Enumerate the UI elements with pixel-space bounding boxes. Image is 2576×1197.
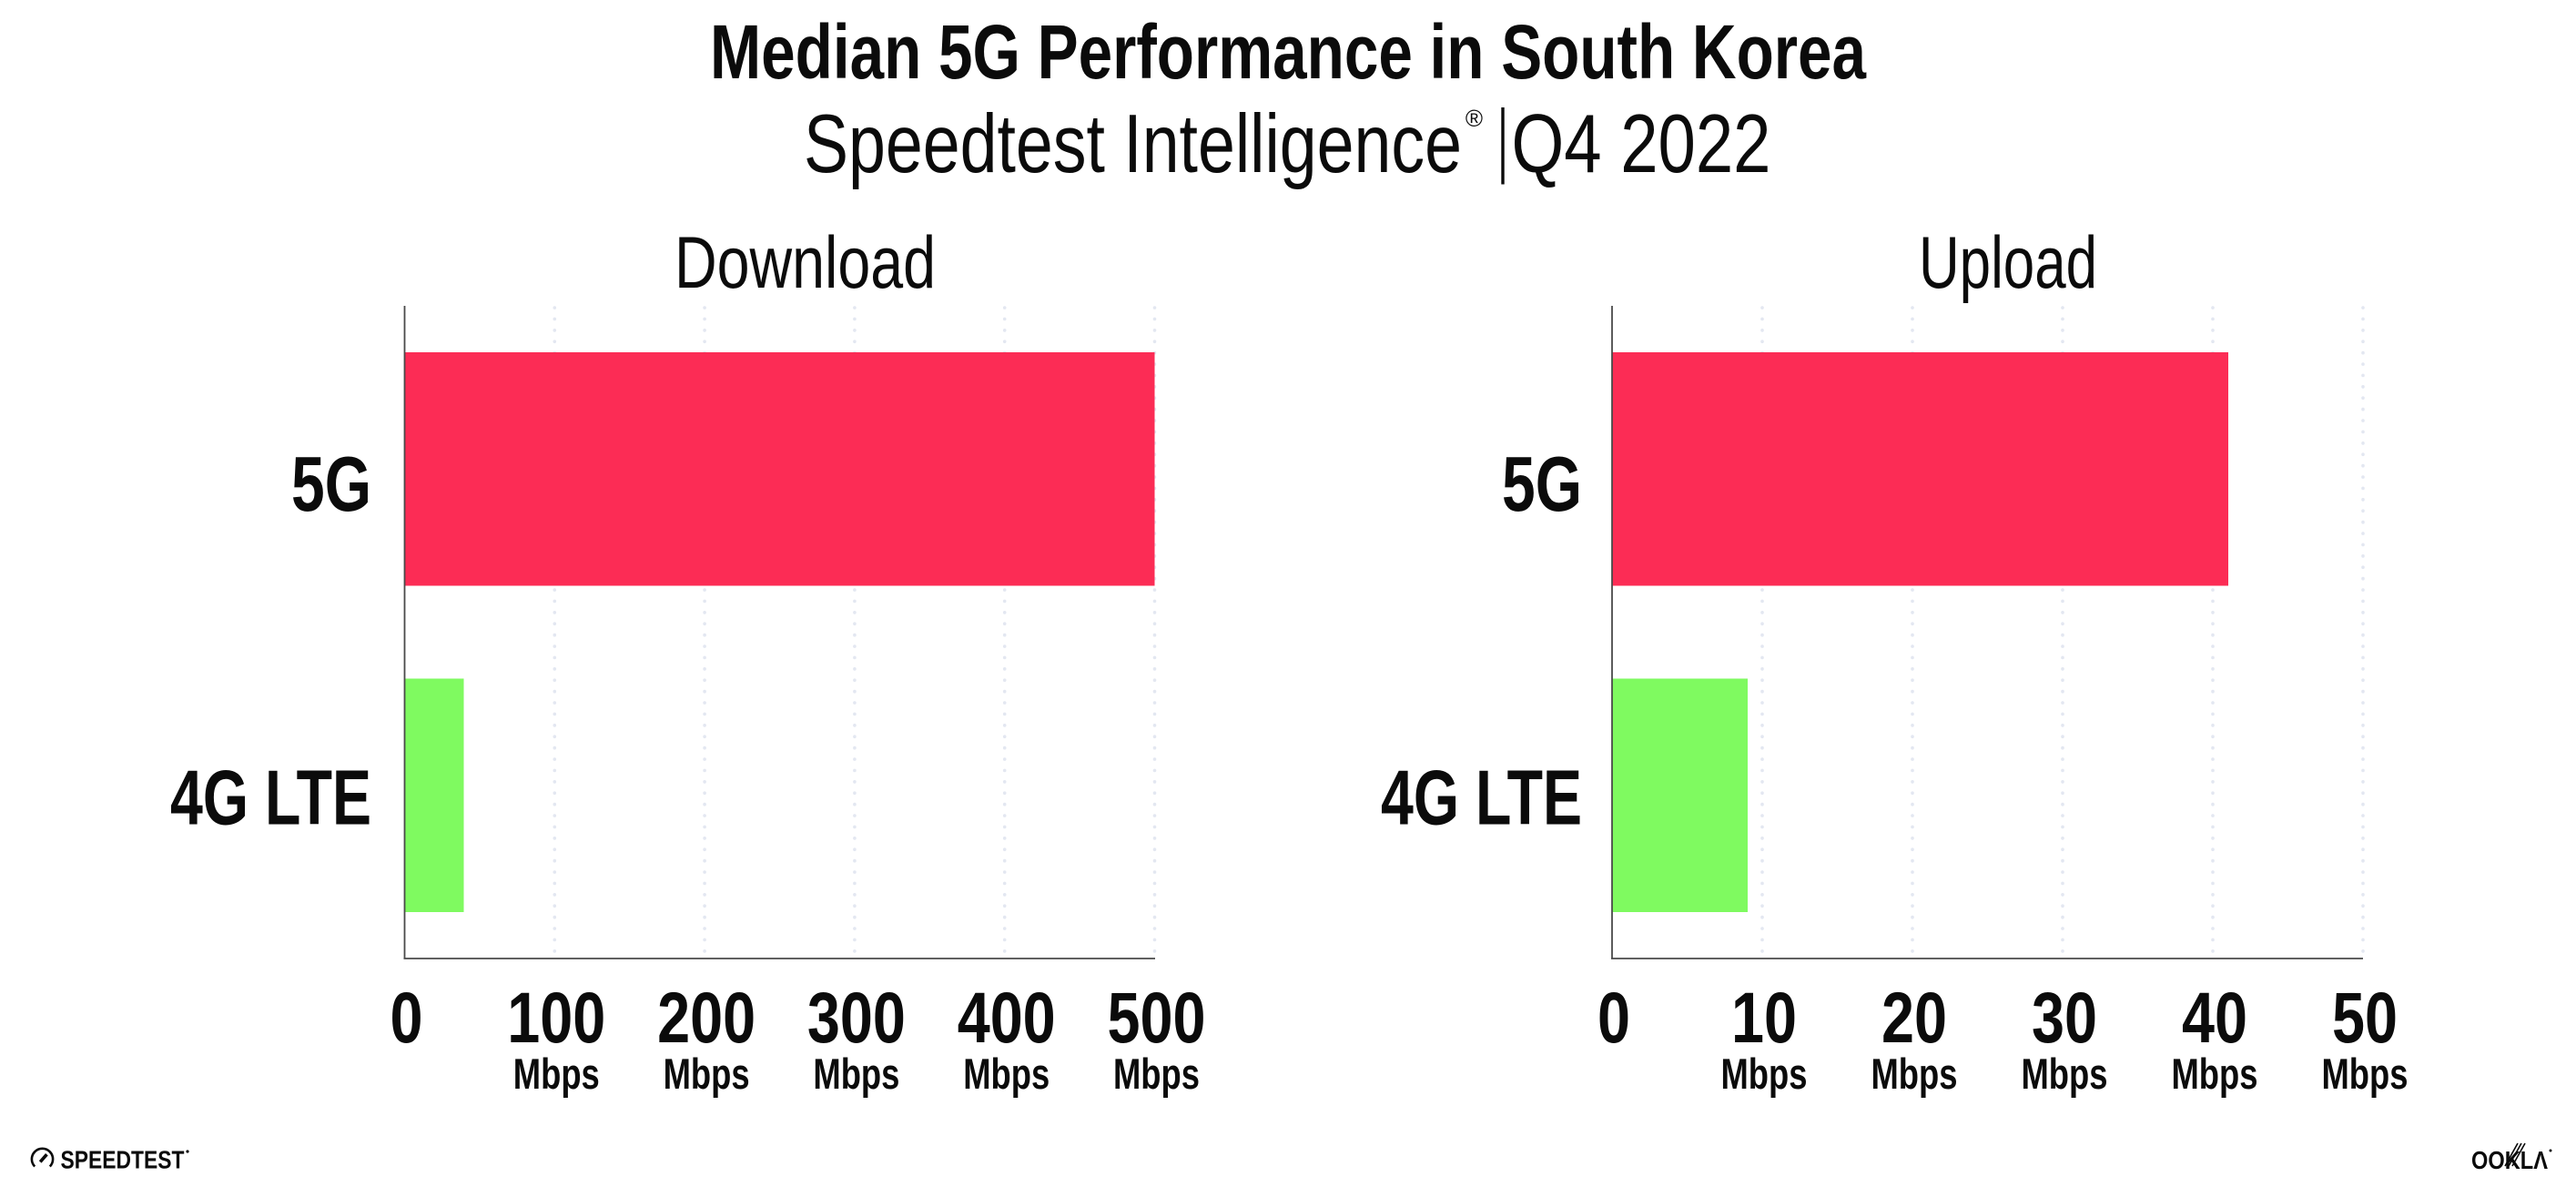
svg-text:Mbps: Mbps <box>1113 1050 1200 1098</box>
svg-text:SPEEDTEST: SPEEDTEST <box>61 1146 185 1174</box>
svg-text:400: 400 <box>958 977 1056 1058</box>
svg-text:Mbps: Mbps <box>2322 1050 2409 1098</box>
svg-text:40: 40 <box>2182 977 2247 1058</box>
svg-text:500: 500 <box>1108 977 1206 1058</box>
svg-text:200: 200 <box>657 977 756 1058</box>
svg-text:4G LTE: 4G LTE <box>1381 756 1582 842</box>
svg-text:Mbps: Mbps <box>1871 1050 1958 1098</box>
svg-text:Mbps: Mbps <box>813 1050 899 1098</box>
svg-text:Mbps: Mbps <box>2172 1050 2258 1098</box>
svg-text:Mbps: Mbps <box>2022 1050 2108 1098</box>
svg-text:OOKLΛ: OOKLΛ <box>2471 1146 2549 1174</box>
svg-text:Speedtest Intelligence: Speedtest Intelligence <box>804 98 1462 190</box>
svg-text:5G: 5G <box>291 441 371 528</box>
svg-text:Mbps: Mbps <box>664 1050 750 1098</box>
svg-text:Mbps: Mbps <box>1721 1050 1808 1098</box>
svg-text:0: 0 <box>390 977 423 1058</box>
svg-text:Median 5G Performance in South: Median 5G Performance in South Korea <box>710 9 1867 95</box>
svg-text:5G: 5G <box>1502 441 1582 528</box>
svg-text:50: 50 <box>2332 977 2398 1058</box>
svg-text:Mbps: Mbps <box>963 1050 1050 1098</box>
svg-text:30: 30 <box>2032 977 2097 1058</box>
svg-text:10: 10 <box>1731 977 1797 1058</box>
svg-text:Download: Download <box>674 222 936 304</box>
svg-text:100: 100 <box>507 977 605 1058</box>
svg-text:Q4 2022: Q4 2022 <box>1512 98 1771 190</box>
svg-text:20: 20 <box>1881 977 1947 1058</box>
svg-text:®: ® <box>1465 105 1483 132</box>
svg-text:4G LTE: 4G LTE <box>170 756 371 842</box>
svg-text:300: 300 <box>807 977 906 1058</box>
svg-text:Mbps: Mbps <box>513 1050 600 1098</box>
svg-text:0: 0 <box>1597 977 1630 1058</box>
svg-text:Upload: Upload <box>1919 222 2097 304</box>
